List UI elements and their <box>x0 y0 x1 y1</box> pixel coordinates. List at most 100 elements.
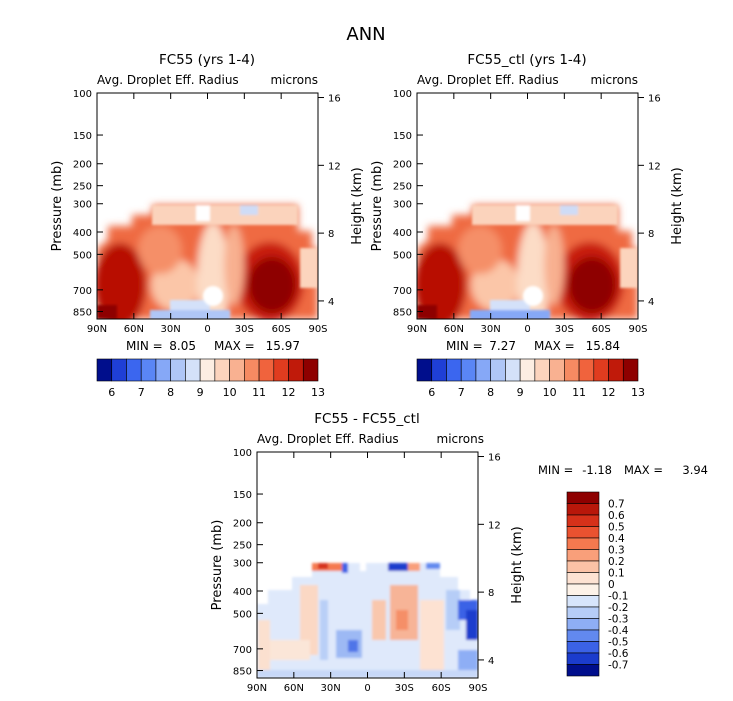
panel-title: FC55 - FC55_ctl <box>314 411 419 427</box>
colorbar-swatch <box>566 491 600 504</box>
x-tick-label: 60N <box>124 324 144 335</box>
colorbar-label: -0.4 <box>608 625 629 637</box>
y-axis-label: Pressure (mb) <box>50 161 65 252</box>
colorbar-swatch <box>199 358 216 382</box>
x-tick-label: 60N <box>444 324 464 335</box>
colorbar-swatch <box>622 358 639 382</box>
colorbar-label: -0.7 <box>608 660 629 672</box>
y2-tick-label: 16 <box>488 453 501 464</box>
colorbar-swatch <box>302 358 319 382</box>
min-value: 7.27 <box>489 339 516 353</box>
colorbar-swatch <box>566 537 600 550</box>
colorbar-swatch <box>566 641 600 654</box>
panel-subtitle-left: Avg. Droplet Eff. Radius <box>257 432 399 446</box>
y-tick-label: 250 <box>233 541 252 552</box>
colorbar-swatch <box>566 652 600 665</box>
colorbar-swatch <box>566 503 600 516</box>
colorbar-label: 0.5 <box>608 522 625 534</box>
y-tick-label: 150 <box>233 490 252 501</box>
y-tick-label: 100 <box>233 448 252 459</box>
colorbar-label: 0.4 <box>608 533 625 545</box>
x-tick-label: 0 <box>364 683 370 694</box>
colorbar-label: 0.7 <box>608 499 625 511</box>
colorbar-swatch <box>273 358 289 382</box>
colorbar-swatch <box>505 358 521 382</box>
y-tick-label: 400 <box>73 228 92 239</box>
colorbar-swatch <box>566 526 600 539</box>
x-tick-label: 30S <box>235 324 254 335</box>
x-tick-label: 30N <box>321 683 341 694</box>
x-tick-label: 60S <box>272 324 291 335</box>
colorbar-swatch <box>244 358 260 382</box>
colorbar-swatch <box>566 606 600 619</box>
colorbar-label: 9 <box>197 386 204 399</box>
x-tick-label: 60N <box>284 683 304 694</box>
colorbar-swatch <box>214 358 230 382</box>
colorbar-label: 0 <box>608 579 615 591</box>
y2-axis-label: Height (km) <box>510 526 525 603</box>
field-plot <box>417 205 638 319</box>
x-tick-label: 30N <box>161 324 181 335</box>
colorbar-swatch <box>566 629 600 642</box>
colorbar-label: 0.2 <box>608 556 625 568</box>
colorbar-label: 0.6 <box>608 510 625 522</box>
y-axis-label: Pressure (mb) <box>210 520 225 611</box>
max-value: 15.97 <box>266 339 300 353</box>
x-tick-label: 90N <box>87 324 107 335</box>
y2-tick-label: 16 <box>328 94 341 105</box>
y2-tick-label: 8 <box>648 229 654 240</box>
colorbar-swatch <box>564 358 580 382</box>
colorbar-label: 10 <box>543 386 557 399</box>
panel-subtitle-left: Avg. Droplet Eff. Radius <box>417 73 559 87</box>
field-plot <box>97 205 318 319</box>
colorbar-label: 0.1 <box>608 568 625 580</box>
colorbar-label: 11 <box>572 386 586 399</box>
colorbar-label: 11 <box>252 386 266 399</box>
colorbar-label: 10 <box>223 386 237 399</box>
colorbar-swatch <box>578 358 595 382</box>
colorbar-swatch <box>566 572 600 585</box>
colorbar-label: 6 <box>108 386 115 399</box>
colorbar-label: 13 <box>311 386 325 399</box>
panel-subtitle-left: Avg. Droplet Eff. Radius <box>97 73 239 87</box>
colorbar-swatch <box>155 358 171 382</box>
colorbar-label: 9 <box>517 386 524 399</box>
colorbar-swatch <box>593 358 609 382</box>
colorbar-swatch <box>140 358 157 382</box>
x-tick-label: 0 <box>204 324 210 335</box>
y-tick-label: 250 <box>393 182 412 193</box>
colorbar-swatch <box>519 358 536 382</box>
colorbar-swatch <box>446 358 462 382</box>
panel-subtitle-right: microns <box>271 73 319 87</box>
y-tick-label: 200 <box>393 160 412 171</box>
y-tick-label: 400 <box>393 228 412 239</box>
y-tick-label: 500 <box>73 250 92 261</box>
min-value: -1.18 <box>582 463 612 477</box>
panel-title: FC55 (yrs 1-4) <box>159 52 255 68</box>
colorbar-label: -0.3 <box>608 614 629 626</box>
max-value: 15.84 <box>586 339 620 353</box>
colorbar-swatch <box>111 358 127 382</box>
y-tick-label: 700 <box>233 645 252 656</box>
colorbar-swatch <box>460 358 477 382</box>
colorbar-swatch <box>416 358 433 382</box>
y-tick-label: 500 <box>393 250 412 261</box>
figure-title: ANN <box>346 24 385 45</box>
x-tick-label: 30N <box>481 324 501 335</box>
colorbar-label: 8 <box>487 386 494 399</box>
colorbar-swatch <box>534 358 550 382</box>
colorbar: 0.70.60.50.40.30.20.10-0.1-0.2-0.3-0.4-0… <box>566 491 629 677</box>
y-tick-label: 150 <box>393 131 412 142</box>
colorbar-label: -0.5 <box>608 637 629 649</box>
colorbar-swatch <box>170 358 186 382</box>
colorbar-label: 7 <box>458 386 465 399</box>
panel-fc55: FC55 (yrs 1-4) Avg. Droplet Eff. Radius … <box>50 52 365 399</box>
y2-axis-label: Height (km) <box>670 167 685 244</box>
x-tick-label: 90N <box>407 324 427 335</box>
y-tick-label: 400 <box>233 587 252 598</box>
y-axis-label: Pressure (mb) <box>370 161 385 252</box>
panel-difference: FC55 - FC55_ctl Avg. Droplet Eff. Radius… <box>210 411 708 694</box>
colorbar-label: 12 <box>602 386 616 399</box>
colorbar-swatch <box>566 549 600 562</box>
y-tick-label: 850 <box>393 308 412 319</box>
